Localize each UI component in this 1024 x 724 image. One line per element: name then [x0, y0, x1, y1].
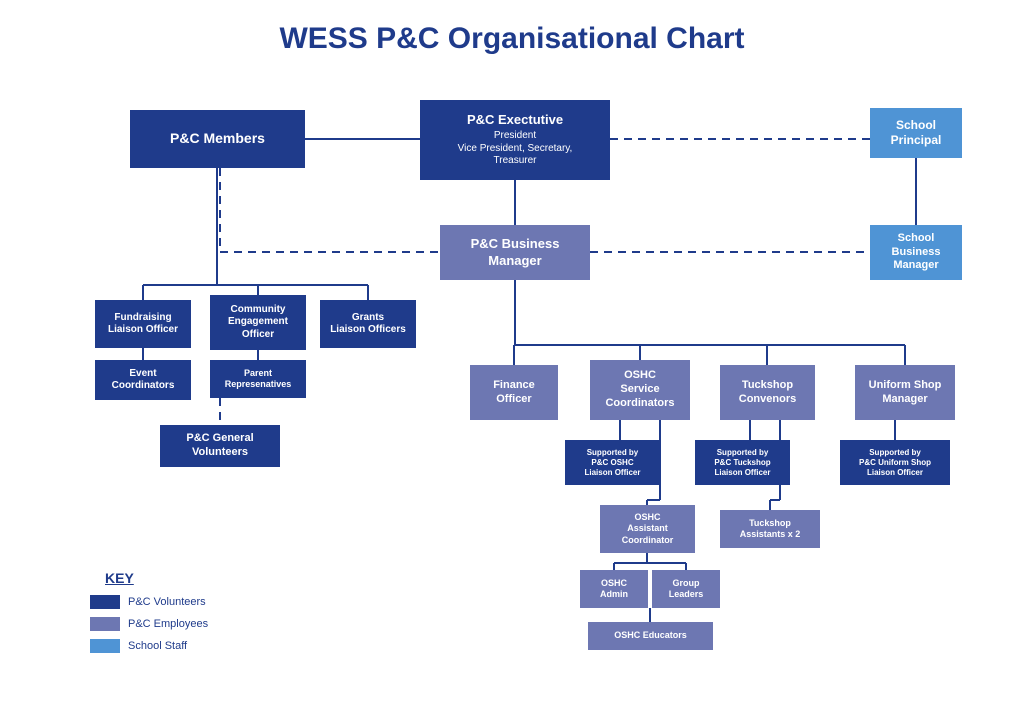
page-title: WESS P&C Organisational Chart [0, 22, 1024, 56]
node-groupleaders: GroupLeaders [652, 570, 720, 608]
node-label: Supported byP&C TuckshopLiaison Officer [714, 448, 770, 478]
node-label: EventCoordinators [112, 368, 175, 393]
node-sublabel: PresidentVice President, Secretary,Treas… [458, 130, 573, 168]
legend-label: P&C Employees [128, 618, 208, 630]
node-oshcasst: OSHCAssistantCoordinator [600, 505, 695, 553]
node-eventcoord: EventCoordinators [95, 360, 191, 400]
node-label: P&C GeneralVolunteers [186, 432, 253, 460]
node-tuckshop: TuckshopConvenors [720, 365, 815, 420]
node-oshcedu: OSHC Educators [588, 622, 713, 650]
node-label: Supported byP&C Uniform ShopLiaison Offi… [859, 448, 931, 478]
node-oshccoord: OSHCServiceCoordinators [590, 360, 690, 420]
node-label: OSHCServiceCoordinators [605, 369, 674, 410]
node-label: P&C BusinessManager [471, 236, 560, 269]
legend-label: P&C Volunteers [128, 596, 206, 608]
legend-title: KEY [105, 570, 134, 586]
node-bizmgr: P&C BusinessManager [440, 225, 590, 280]
legend-swatch [90, 639, 120, 653]
node-label: Supported byP&C OSHCLiaison Officer [584, 448, 640, 478]
node-supptuck: Supported byP&C TuckshopLiaison Officer [695, 440, 790, 485]
node-label: TuckshopAssistants x 2 [740, 518, 801, 541]
node-label: OSHC Educators [614, 630, 687, 641]
node-finance: FinanceOfficer [470, 365, 558, 420]
node-schoolbm: SchoolBusinessManager [870, 225, 962, 280]
node-oshcadmin: OSHCAdmin [580, 570, 648, 608]
org-chart-canvas: WESS P&C Organisational Chart P&C Member… [0, 0, 1024, 724]
node-label: SchoolPrincipal [891, 118, 942, 148]
node-label: GroupLeaders [669, 578, 704, 601]
legend-item: P&C Employees [90, 617, 208, 631]
node-supposhc: Supported byP&C OSHCLiaison Officer [565, 440, 660, 485]
node-genvol: P&C GeneralVolunteers [160, 425, 280, 467]
node-parentrep: ParentRepresenatives [210, 360, 306, 398]
legend-swatch [90, 617, 120, 631]
node-label: SchoolBusinessManager [892, 232, 941, 273]
node-label: ParentRepresenatives [225, 368, 292, 391]
legend-item: School Staff [90, 639, 187, 653]
node-principal: SchoolPrincipal [870, 108, 962, 158]
node-label: FundraisingLiaison Officer [108, 312, 178, 337]
node-label: FinanceOfficer [493, 379, 535, 407]
node-community: CommunityEngagementOfficer [210, 295, 306, 350]
node-uniform: Uniform ShopManager [855, 365, 955, 420]
node-members: P&C Members [130, 110, 305, 168]
legend-swatch [90, 595, 120, 609]
node-tuckasst: TuckshopAssistants x 2 [720, 510, 820, 548]
node-suppunif: Supported byP&C Uniform ShopLiaison Offi… [840, 440, 950, 485]
legend-item: P&C Volunteers [90, 595, 206, 609]
node-label: OSHCAssistantCoordinator [622, 512, 674, 546]
node-label: TuckshopConvenors [739, 379, 796, 407]
node-label: CommunityEngagementOfficer [228, 304, 288, 342]
node-label: P&C Exectutive [467, 112, 563, 128]
node-label: Uniform ShopManager [869, 379, 942, 407]
node-label: GrantsLiaison Officers [330, 312, 406, 337]
node-label: P&C Members [170, 130, 265, 148]
node-fundraising: FundraisingLiaison Officer [95, 300, 191, 348]
node-executive: P&C Exectutive PresidentVice President, S… [420, 100, 610, 180]
legend-label: School Staff [128, 640, 187, 652]
node-grants: GrantsLiaison Officers [320, 300, 416, 348]
node-label: OSHCAdmin [600, 578, 628, 601]
